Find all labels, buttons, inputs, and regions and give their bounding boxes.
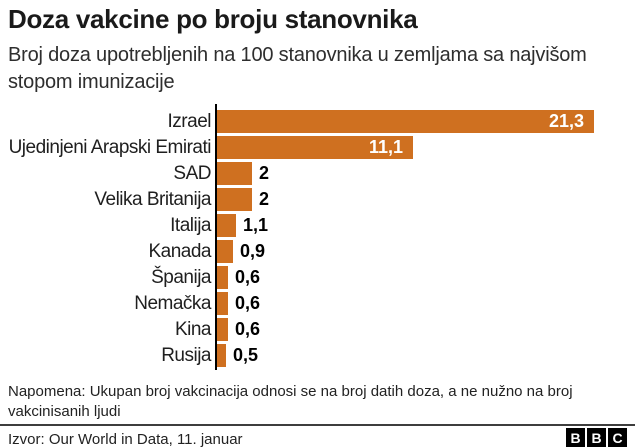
bar-row: SAD 2 [0,162,635,185]
category-label: Ujedinjeni Arapski Emirati [8,137,212,158]
bar-value-label: 2 [259,189,270,209]
bar-value-label: 1,1 [243,215,269,235]
bar-value-label: 21,3 [548,111,584,131]
category-label: Rusija [161,345,211,366]
bar [217,214,236,237]
bar-row: Italija 1,1 [0,214,635,237]
bar [217,344,226,367]
bar-value-label: 2 [259,163,270,183]
category-label: Izrael [167,111,212,132]
bar-value-label: 0,6 [235,293,261,313]
bar [217,240,233,263]
bar-value-label: 0,9 [240,241,266,261]
category-label: Kanada [148,241,211,262]
bar-row: Rusija 0,5 [0,344,635,367]
bar-row: Ujedinjeni Arapski Emirati 11,1 [0,136,635,159]
category-label: Nemačka [134,293,211,314]
y-axis-line [215,104,217,370]
bar-value-label: 0,6 [235,319,261,339]
bar-row: Kanada 0,9 [0,240,635,263]
footer-divider [0,424,635,426]
bbc-logo-letter: B [566,428,585,447]
bar [217,162,252,185]
bar-row: Izrael 21,3 [0,110,635,133]
bar-value-label: 0,6 [235,267,261,287]
bbc-logo-letter: C [608,428,627,447]
bar [217,292,228,315]
category-label: Velika Britanija [94,189,211,210]
category-label: Italija [170,215,211,236]
chart-note: Napomena: Ukupan broj vakcinacija odnosi… [8,383,573,420]
category-label: Kina [174,319,212,340]
page-title: Doza vakcine po broju stanovnika [8,4,418,34]
bar [217,266,228,289]
bar-value-label: 11,1 [368,137,403,157]
bar-row: Nemačka 0,6 [0,292,635,315]
bar-row: Velika Britanija 2 [0,188,635,211]
source-text: Izvor: Our World in Data, 11. januar [8,431,243,448]
category-label: Španija [151,267,211,288]
bar: 11,1 [217,136,413,159]
bar-row: Kina 0,6 [0,318,635,341]
bar-value-label: 0,5 [233,345,259,365]
bar [217,188,252,211]
page-subtitle: Broj doza upotrebljenih na 100 stanovnik… [8,44,587,93]
bar [217,318,228,341]
bar-row: Španija 0,6 [0,266,635,289]
category-label: SAD [173,163,211,184]
bbc-logo-letter: B [587,428,606,447]
bar-chart: Izrael 21,3 Ujedinjeni Arapski Emirati 11,1… [0,104,635,370]
bar: 21,3 [217,110,594,133]
